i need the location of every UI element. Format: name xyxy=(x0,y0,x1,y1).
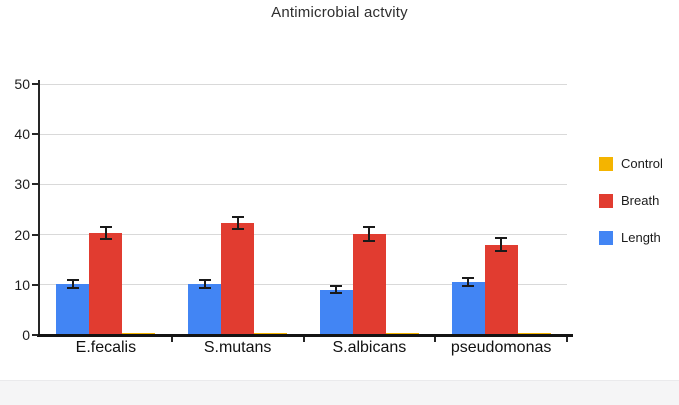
error-bar-breath-e-fecalis xyxy=(104,227,107,240)
error-cap-top-length-s-mutans xyxy=(198,279,211,282)
y-axis-tick-50 xyxy=(32,83,38,85)
error-cap-top-length-s-albicans xyxy=(330,285,343,288)
y-tick-label-30: 30 xyxy=(14,176,30,193)
y-tick-label-20: 20 xyxy=(14,226,30,243)
bar-length-pseudomonas xyxy=(451,282,485,335)
y-axis-tick-20 xyxy=(32,233,38,236)
error-cap-bottom-breath-s-mutans xyxy=(231,228,244,231)
legend-label-control: Control xyxy=(621,156,663,171)
legend-item-length: Length xyxy=(599,230,663,245)
error-cap-bottom-breath-s-albicans xyxy=(363,239,376,242)
bar-length-s-albicans xyxy=(319,289,353,335)
chart-legend: Control Breath Length xyxy=(599,156,663,267)
footer-strip xyxy=(0,380,679,405)
y-axis-tick-10 xyxy=(32,283,38,286)
error-cap-top-breath-s-mutans xyxy=(231,216,244,219)
y-axis-tick-0 xyxy=(32,334,38,336)
y-axis-tick-40 xyxy=(32,133,38,136)
legend-label-length: Length xyxy=(621,230,661,245)
error-bar-length-pseudomonas xyxy=(467,278,470,287)
gridline-40 xyxy=(40,133,567,135)
error-cap-top-length-pseudomonas xyxy=(462,277,475,280)
x-category-label-s-albicans: S.albicans xyxy=(332,339,407,356)
bar-length-e-fecalis xyxy=(56,283,90,335)
x-axis-line xyxy=(37,334,573,337)
x-category-label-s-mutans: S.mutans xyxy=(203,339,272,356)
y-tick-label-40: 40 xyxy=(14,126,30,143)
bar-length-s-mutans xyxy=(188,284,222,335)
gridline-10 xyxy=(40,284,567,286)
error-bar-breath-pseudomonas xyxy=(500,238,503,252)
error-cap-top-breath-e-fecalis xyxy=(99,226,112,229)
error-cap-bottom-length-s-albicans xyxy=(330,292,343,295)
gridline-30 xyxy=(40,183,567,185)
legend-item-control: Control xyxy=(599,156,663,171)
x-axis-tick-1 xyxy=(170,337,173,342)
error-bar-breath-s-mutans xyxy=(236,217,239,230)
error-cap-top-length-e-fecalis xyxy=(66,278,79,281)
error-bar-length-e-fecalis xyxy=(71,279,74,288)
chart-title: Antimicrobial actvity xyxy=(271,4,408,21)
bar-breath-s-albicans xyxy=(352,233,386,335)
gridline-50 xyxy=(40,83,567,85)
error-bar-breath-s-albicans xyxy=(368,226,371,241)
x-axis-tick-2 xyxy=(302,337,305,342)
x-axis-tick-end xyxy=(566,337,568,342)
error-bar-length-s-mutans xyxy=(203,280,206,289)
bar-control-e-fecalis xyxy=(122,332,156,335)
bar-breath-e-fecalis xyxy=(89,233,123,335)
bar-control-pseudomonas xyxy=(517,332,551,335)
bar-control-s-mutans xyxy=(254,332,288,335)
bar-breath-pseudomonas xyxy=(484,244,518,335)
bar-breath-s-mutans xyxy=(221,223,255,335)
legend-swatch-breath xyxy=(599,193,613,208)
bar-control-s-albicans xyxy=(385,332,419,335)
x-category-label-e-fecalis: E.fecalis xyxy=(75,339,137,356)
error-cap-bottom-length-e-fecalis xyxy=(66,286,79,289)
x-axis-tick-3 xyxy=(434,337,437,342)
y-axis-line xyxy=(38,80,40,335)
y-tick-label-50: 50 xyxy=(14,76,30,92)
x-category-label-pseudomonas: pseudomonas xyxy=(450,339,552,356)
error-cap-top-breath-s-albicans xyxy=(363,225,376,228)
gridline-20 xyxy=(40,234,567,236)
y-tick-label-0: 0 xyxy=(22,327,30,343)
error-cap-bottom-breath-pseudomonas xyxy=(495,250,508,253)
legend-swatch-length xyxy=(599,230,613,245)
plot-area xyxy=(40,83,567,335)
legend-swatch-control xyxy=(599,156,613,171)
y-axis-tick-30 xyxy=(32,183,38,186)
y-tick-label-10: 10 xyxy=(14,276,30,293)
error-cap-bottom-breath-e-fecalis xyxy=(99,238,112,241)
error-cap-bottom-length-s-mutans xyxy=(198,287,211,290)
legend-item-breath: Breath xyxy=(599,193,663,208)
error-cap-bottom-length-pseudomonas xyxy=(462,285,475,288)
error-cap-top-breath-pseudomonas xyxy=(495,237,508,240)
legend-label-breath: Breath xyxy=(621,193,660,208)
error-bar-length-s-albicans xyxy=(335,286,338,294)
